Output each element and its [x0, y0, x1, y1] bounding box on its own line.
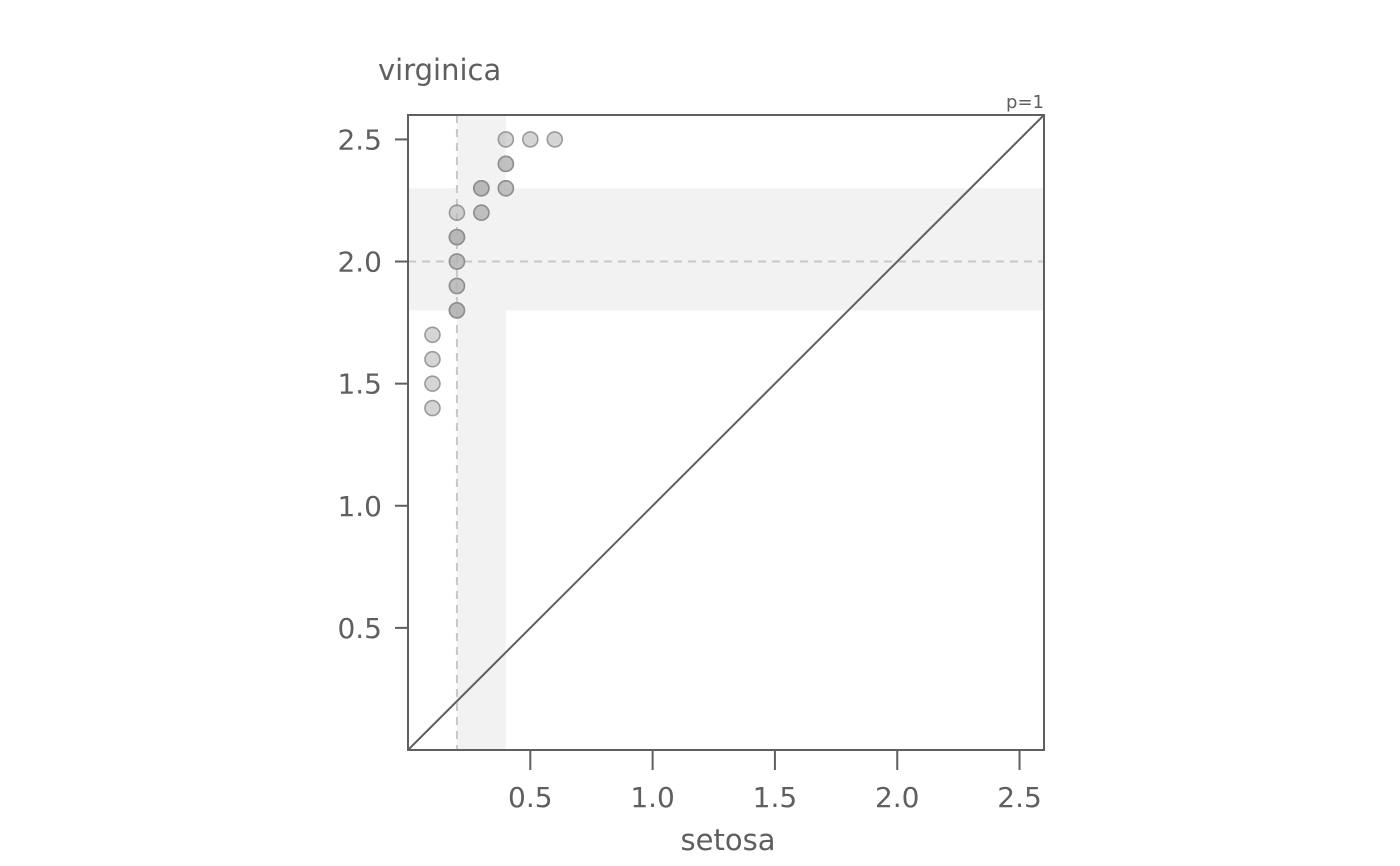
x-tick-label: 2.5: [997, 781, 1042, 814]
y-tick-label: 2.5: [337, 123, 382, 156]
data-point: [522, 131, 539, 148]
data-points: [424, 131, 564, 417]
data-point: [424, 350, 441, 368]
data-point: [497, 155, 515, 173]
y-tick-label: 1.5: [337, 368, 382, 401]
plot-frame: [407, 114, 1045, 751]
x-tick-label: 1.5: [753, 781, 798, 814]
data-point: [546, 131, 564, 148]
data-point: [473, 204, 490, 221]
data-point: [497, 179, 515, 197]
plot-border: [407, 114, 1045, 751]
y-axis-title: virginica: [378, 53, 501, 87]
x-tick-label: 2.0: [875, 781, 920, 814]
x-tick-label: 1.0: [630, 781, 675, 814]
x-axis: 0.5 1.0 1.5 2.0 2.5: [508, 750, 1042, 814]
y-tick-label: 1.0: [337, 490, 382, 523]
y-axis: 0.5 1.0 1.5 2.0 2.5: [337, 123, 408, 645]
data-point: [448, 228, 466, 246]
y-interval-band: [408, 188, 1044, 311]
identity-line: [407, 114, 1045, 751]
data-point: [424, 375, 441, 392]
data-point: [448, 277, 466, 295]
data-point: [473, 179, 490, 197]
y-tick-label: 2.0: [337, 246, 382, 279]
y-tick-label: 0.5: [337, 612, 382, 645]
identity-line-group: [407, 114, 1045, 751]
data-point: [448, 253, 466, 270]
p-value-annotation: p=1: [1006, 92, 1044, 113]
data-point: [424, 399, 441, 417]
x-tick-label: 0.5: [508, 781, 553, 814]
data-point: [424, 326, 441, 344]
data-point: [448, 204, 466, 221]
x-axis-title: setosa: [681, 823, 776, 857]
data-point: [497, 131, 515, 148]
data-point: [448, 302, 466, 319]
